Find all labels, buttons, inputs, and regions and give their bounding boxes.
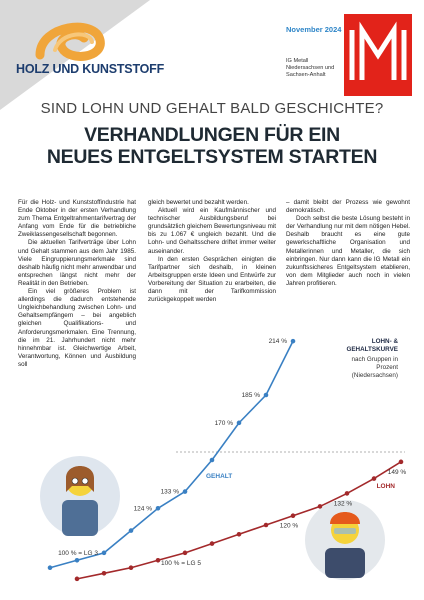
data-point xyxy=(209,457,215,463)
data-point xyxy=(101,570,107,576)
data-point xyxy=(236,420,242,426)
data-label: 133 % xyxy=(161,489,180,496)
data-point xyxy=(290,513,296,519)
chart-title: LOHN- & GEHALTSKURVE xyxy=(346,338,398,353)
data-point xyxy=(74,557,80,563)
paragraph: Ein viel größeres Problem ist allerdings… xyxy=(18,288,136,368)
data-label: 185 % xyxy=(242,392,261,399)
data-point xyxy=(398,459,404,465)
data-point xyxy=(263,392,269,398)
brand-name: HOLZ UND KUNSTSTOFF xyxy=(16,62,165,76)
data-point xyxy=(263,522,269,528)
data-point xyxy=(155,557,161,563)
paragraph: gleich bewertet und bezahlt werden. xyxy=(148,199,249,206)
data-point xyxy=(74,576,80,582)
data-point xyxy=(344,491,350,496)
data-point xyxy=(47,565,53,571)
headline-line: VERHANDLUNGEN FÜR EIN xyxy=(84,124,340,146)
brand-swirl xyxy=(35,22,105,61)
text-column: – damit bleibt der Prozess wie gewohnt d… xyxy=(286,199,410,288)
data-point xyxy=(128,528,134,533)
data-label: 149 % xyxy=(388,469,407,476)
paragraph: – damit bleibt der Prozess wie gewohnt d… xyxy=(286,199,410,215)
paragraph: In den ersten Gesprächen einigten die Ta… xyxy=(148,255,276,304)
kicker: SIND LOHN UND GEHALT BALD GESCHICHTE? xyxy=(40,100,384,117)
data-point xyxy=(128,565,134,571)
series-line xyxy=(49,340,294,569)
data-point xyxy=(182,550,188,556)
data-label: 100 % = LG 5 xyxy=(161,560,201,567)
paragraph: Für die Holz- und Kunststoffindustrie ha… xyxy=(18,199,136,239)
data-label: 100 % = LG 3 xyxy=(58,550,98,557)
data-point xyxy=(182,489,188,494)
series-name: GEHALT xyxy=(206,473,232,480)
data-point xyxy=(155,505,161,511)
data-point xyxy=(290,338,296,344)
data-point xyxy=(101,550,107,556)
data-label: 124 % xyxy=(134,505,153,512)
data-point xyxy=(317,504,323,509)
union-logo xyxy=(344,14,412,96)
paragraph: Die aktuellen Tarifverträge über Lohn un… xyxy=(18,239,136,287)
text-column: gleich bewertet und bezahlt werden. Aktu… xyxy=(148,199,276,304)
headline-line: NEUES ENTGELTSYSTEM STARTEN xyxy=(46,146,378,168)
data-point xyxy=(371,476,377,481)
organization: IG Metall Niedersachsen und Sachsen-Anha… xyxy=(286,58,335,78)
paragraph: Doch selbst die beste Lösung besteht in … xyxy=(286,215,410,287)
data-point xyxy=(209,541,215,546)
illustration-office-worker xyxy=(40,456,120,536)
text-column: Für die Holz- und Kunststoffindustrie ha… xyxy=(18,199,136,369)
data-label: 120 % xyxy=(280,523,299,530)
series-name: LOHN xyxy=(377,483,396,490)
paragraph: Aktuell wird ein Kaufmännischer und tech… xyxy=(148,207,276,255)
issue-date: November 2024 xyxy=(286,25,342,34)
data-label: 132 % xyxy=(334,500,353,507)
data-label: 170 % xyxy=(215,420,234,427)
data-point xyxy=(236,531,242,537)
illustration-factory-worker xyxy=(305,500,385,580)
data-label: 214 % xyxy=(269,338,288,345)
headline: VERHANDLUNGEN FÜR EIN NEUES ENTGELTSYSTE… xyxy=(0,124,424,168)
chart-subtitle: nach Gruppen in Prozent (Niedersachsen) xyxy=(351,356,398,379)
